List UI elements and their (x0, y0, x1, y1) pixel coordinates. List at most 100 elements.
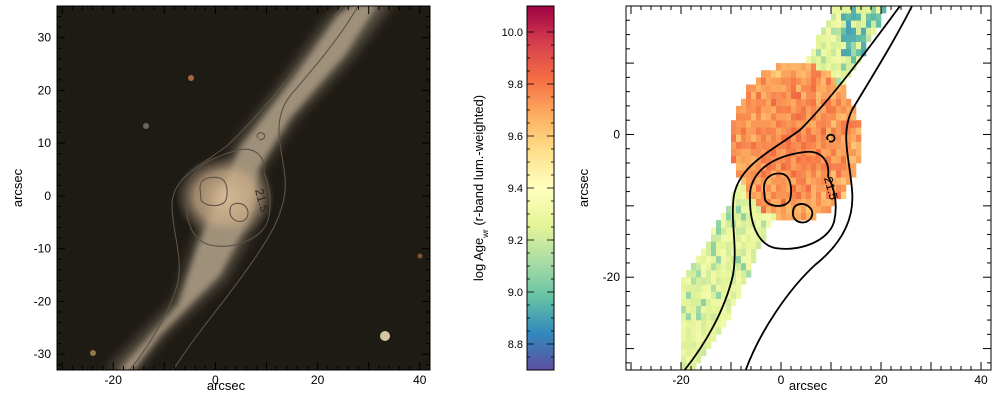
right-core-contour-1 (763, 172, 792, 207)
age-pixel (851, 134, 857, 142)
age-pixel (856, 41, 862, 50)
age-pixel (846, 127, 852, 135)
age-pixel (821, 141, 827, 150)
left-ytick-label: 20 (38, 83, 52, 97)
age-pixel (836, 63, 842, 71)
age-pixel (846, 134, 852, 142)
age-pixel (786, 120, 792, 128)
age-pixel (856, 127, 862, 135)
age-pixel (716, 270, 722, 278)
age-pixel (791, 141, 797, 150)
age-pixel (716, 277, 722, 285)
age-pixel (791, 113, 797, 121)
age-pixel (696, 312, 702, 321)
age-pixel (791, 191, 797, 200)
age-pixel (856, 20, 862, 28)
age-pixel (761, 170, 767, 178)
age-pixel (836, 55, 842, 64)
age-pixel (756, 191, 762, 200)
age-pixel (816, 55, 822, 64)
age-pixel (681, 348, 687, 357)
age-pixel (816, 148, 822, 157)
age-pixel (836, 27, 842, 35)
isophote-contours (128, 6, 359, 370)
age-pixel (791, 148, 797, 157)
age-pixel (826, 105, 832, 114)
age-pixel (701, 327, 707, 335)
age-pixel (856, 141, 862, 150)
inner-contour (185, 148, 271, 247)
age-pixel (746, 120, 752, 128)
age-pixel (716, 298, 722, 307)
colorbar-ticks: 8.8 9.0 9.2 9.4 9.6 9.8 10.0 (502, 27, 554, 358)
age-pixel (816, 155, 822, 164)
age-pixel (801, 163, 807, 171)
age-pixel (806, 163, 812, 171)
age-pixel (851, 55, 857, 64)
age-pixel (846, 98, 852, 107)
age-pixel (801, 77, 807, 85)
age-pixel (746, 177, 752, 185)
left-axes: -20 0 20 40 -30 -20 -10 0 10 20 30 (34, 5, 431, 387)
age-pixel (811, 84, 817, 92)
age-pixel (686, 320, 692, 328)
age-pixel (786, 91, 792, 100)
age-pixel (736, 113, 742, 121)
age-pixel (711, 305, 717, 314)
age-pixel (796, 191, 802, 200)
age-pixel (736, 205, 742, 214)
age-pixel (721, 255, 727, 264)
age-pixel (821, 170, 827, 178)
age-pixel (781, 91, 787, 100)
age-pixel (701, 262, 707, 271)
age-pixel (796, 141, 802, 150)
age-pixel (766, 98, 772, 107)
age-pixel (701, 334, 707, 342)
age-pixel (696, 298, 702, 307)
age-pixel (771, 184, 777, 192)
age-pixel (866, 20, 872, 28)
age-pixel (851, 6, 857, 7)
age-pixel (791, 77, 797, 85)
age-pixel (706, 241, 712, 249)
age-pixel (746, 155, 752, 164)
age-pixel (821, 55, 827, 64)
age-pixel (756, 98, 762, 107)
age-pixel (741, 113, 747, 121)
age-pixel (741, 163, 747, 171)
age-pixel (751, 98, 757, 107)
age-pixel (806, 91, 812, 100)
age-pixel (866, 6, 872, 7)
left-ytick-label: -20 (34, 294, 52, 308)
age-pixel (761, 220, 767, 228)
age-pixel (686, 291, 692, 299)
age-pixel (836, 141, 842, 150)
left-xtick-label: -20 (105, 373, 123, 387)
age-pixel (766, 113, 772, 121)
right-plot-frame (625, 5, 992, 371)
galaxy-image: 21.5 (57, 6, 430, 370)
age-pixel (696, 320, 702, 328)
age-pixel (806, 127, 812, 135)
age-pixel (826, 155, 832, 164)
age-pixel (741, 248, 747, 257)
age-pixel (776, 98, 782, 107)
age-pixel (776, 84, 782, 92)
age-pixel (806, 70, 812, 78)
left-xtick-label: 0 (212, 373, 219, 387)
age-pixel (826, 27, 832, 35)
age-pixel (751, 184, 757, 192)
colorbar-label-main: log Age (471, 238, 486, 281)
age-pixel (841, 48, 847, 57)
age-pixel (841, 91, 847, 100)
age-pixel (836, 20, 842, 28)
age-pixel (816, 184, 822, 192)
age-pixel (721, 227, 727, 235)
age-pixel (771, 98, 777, 107)
age-pixel (816, 77, 822, 85)
age-pixel (721, 277, 727, 285)
age-pixel (831, 155, 837, 164)
age-pixel (681, 291, 687, 299)
age-pixel (786, 84, 792, 92)
age-pixel (761, 155, 767, 164)
